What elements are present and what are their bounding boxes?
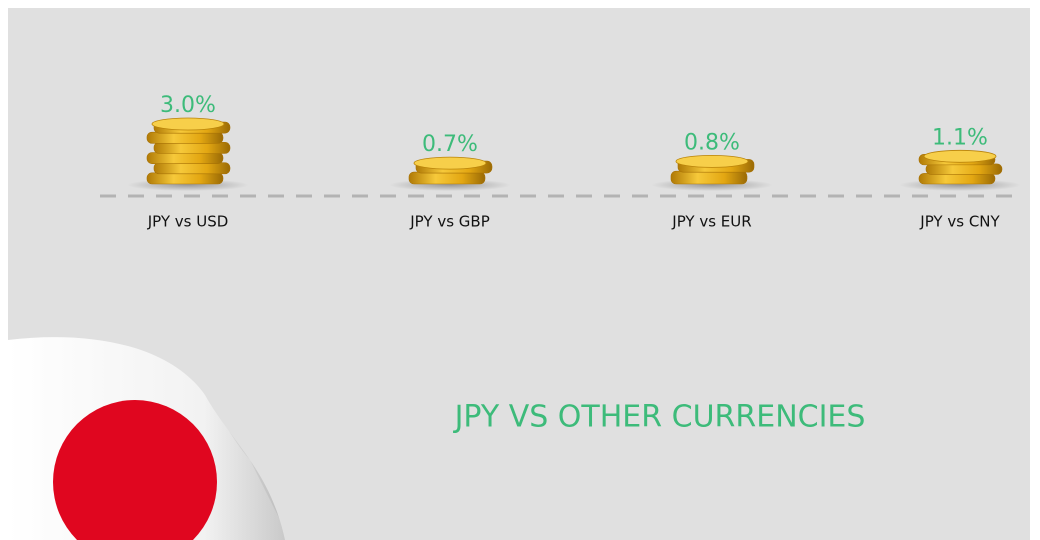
coin-top (675, 154, 749, 168)
coin-top (151, 117, 225, 131)
coin-stack (899, 149, 1021, 191)
coin-top (413, 156, 487, 170)
x-tick-label: JPY vs EUR (671, 213, 751, 231)
coin (670, 170, 748, 185)
coin (153, 162, 231, 175)
x-tick-label: JPY vs USD (147, 213, 229, 231)
value-label: 1.1% (932, 125, 988, 150)
x-tick-label: JPY vs GBP (409, 213, 490, 231)
value-label: 0.8% (684, 130, 740, 155)
coin-stack (389, 156, 511, 191)
coin (153, 142, 231, 154)
coin-stack (127, 117, 249, 191)
coin (146, 172, 224, 185)
coin (925, 163, 1003, 175)
coin (146, 131, 224, 144)
value-label: 0.7% (422, 132, 478, 157)
value-label: 3.0% (160, 93, 216, 118)
x-tick-label: JPY vs CNY (919, 213, 1000, 231)
coin (146, 152, 224, 164)
coin-stack (651, 154, 773, 191)
coin-top (923, 149, 997, 163)
coin (918, 173, 996, 185)
chart-title: JPY VS OTHER CURRENCIES (453, 400, 866, 435)
coin (408, 171, 486, 185)
